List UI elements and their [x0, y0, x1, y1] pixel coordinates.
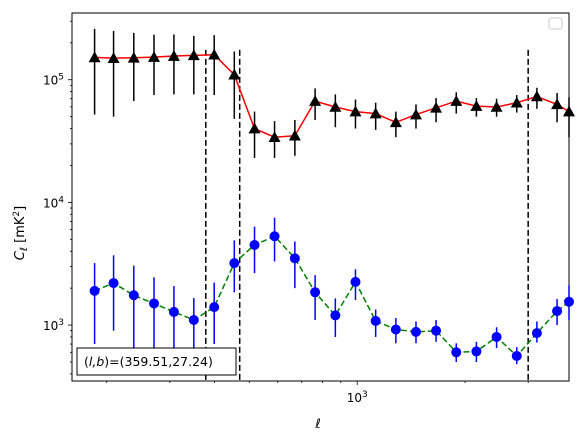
marker-1-5: [188, 314, 199, 325]
marker-1-17: [431, 325, 442, 336]
marker-0-23: [551, 98, 564, 110]
marker-0-19: [470, 100, 483, 111]
data-series: [88, 28, 575, 365]
series-0: [88, 28, 575, 159]
marker-0-20: [490, 100, 503, 112]
marker-0-7: [228, 68, 241, 80]
marker-1-14: [370, 315, 381, 326]
y-tick-label-0: 103: [43, 318, 64, 333]
vertical-reference-lines: [205, 49, 529, 381]
marker-0-2: [127, 51, 140, 63]
marker-0-22: [530, 90, 543, 102]
marker-0-18: [450, 95, 463, 106]
marker-1-15: [390, 324, 401, 335]
marker-1-1: [108, 278, 119, 289]
marker-0-8: [248, 122, 261, 134]
marker-1-2: [128, 290, 139, 301]
marker-1-22: [531, 328, 542, 339]
marker-1-6: [209, 302, 220, 313]
y-tick-label-2: 105: [43, 73, 64, 88]
marker-0-15: [389, 116, 402, 128]
marker-0-13: [349, 105, 362, 117]
marker-1-9: [269, 231, 280, 242]
marker-0-9: [268, 131, 281, 143]
marker-1-7: [229, 258, 240, 269]
marker-0-17: [430, 101, 443, 113]
marker-1-21: [511, 350, 522, 361]
marker-1-0: [89, 285, 100, 296]
marker-1-23: [552, 306, 563, 317]
marker-1-24: [564, 296, 574, 307]
marker-0-10: [288, 129, 301, 141]
marker-0-24: [563, 105, 575, 117]
marker-0-6: [208, 48, 221, 60]
plot-frame: [71, 12, 570, 382]
y-tick-label-1: 104: [43, 195, 64, 210]
marker-0-14: [369, 107, 382, 119]
x-axis-label: ℓ: [314, 417, 320, 432]
tick-labels: 103 104 105 103: [43, 73, 368, 405]
marker-0-16: [409, 108, 422, 120]
marker-1-18: [451, 347, 462, 358]
marker-1-10: [289, 253, 300, 264]
marker-1-3: [149, 298, 160, 309]
y-axis-label: Cℓ [mK2]: [12, 206, 30, 260]
marker-1-13: [350, 276, 361, 287]
marker-0-3: [148, 51, 161, 62]
marker-0-21: [510, 96, 523, 108]
marker-0-1: [107, 52, 120, 63]
marker-0-4: [167, 50, 180, 61]
marker-1-11: [310, 287, 321, 298]
x-tick-label-0: 103: [347, 390, 368, 405]
marker-1-16: [410, 326, 421, 337]
marker-0-5: [187, 49, 200, 61]
coordinate-annotation: (l,b)=(359.51,27.24): [76, 347, 237, 376]
marker-1-20: [491, 331, 502, 342]
series-1: [89, 217, 574, 365]
marker-1-4: [168, 306, 179, 317]
marker-0-12: [329, 100, 342, 112]
marker-0-0: [88, 51, 101, 63]
coordinate-annotation-text: (l,b)=(359.51,27.24): [84, 354, 213, 369]
legend-box: [548, 17, 563, 30]
marker-1-19: [471, 346, 482, 357]
marker-0-11: [309, 95, 322, 106]
marker-1-8: [249, 239, 260, 250]
marker-1-12: [330, 310, 341, 321]
axis-ticks: [68, 20, 529, 385]
